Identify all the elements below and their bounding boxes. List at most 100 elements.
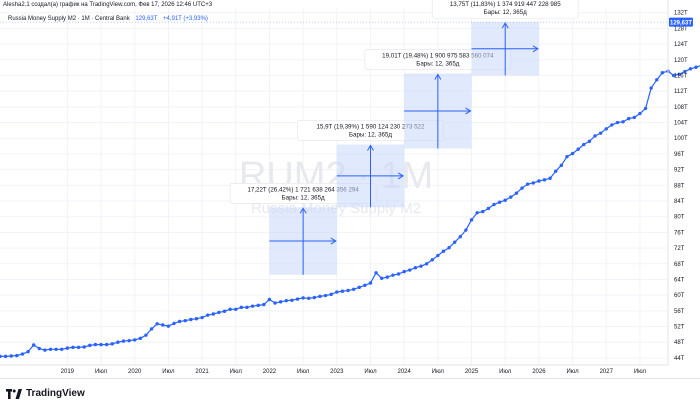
data-point [66, 346, 69, 349]
data-point [532, 181, 535, 184]
data-point [26, 350, 29, 353]
x-tick-label: 2022 [263, 369, 277, 375]
data-point [487, 207, 490, 210]
data-point [358, 286, 361, 289]
data-point [694, 66, 697, 69]
data-point [610, 123, 613, 126]
data-point [296, 297, 299, 300]
range-label: 13,75T (11,83%) 1 374 919 447 228 985 [450, 1, 561, 8]
data-point [228, 308, 231, 311]
series-title: Russia Money Supply M2 · 1M · Central Ba… [8, 16, 130, 22]
y-tick-label: 100T [674, 136, 688, 142]
data-point [4, 355, 7, 358]
data-point [369, 281, 372, 284]
data-point [116, 341, 119, 344]
y-tick-label: 128T [674, 26, 688, 32]
y-tick-label: 44T [674, 356, 685, 362]
data-point [21, 352, 24, 355]
data-point [649, 86, 652, 89]
x-tick-label: Июл [364, 369, 377, 375]
data-point [88, 344, 91, 347]
data-point [139, 337, 142, 340]
data-point [644, 107, 647, 110]
data-point [689, 67, 692, 70]
data-point [155, 322, 158, 325]
data-point [212, 312, 215, 315]
data-point [571, 152, 574, 155]
data-point [621, 120, 624, 123]
data-point [464, 228, 467, 231]
data-point [329, 293, 332, 296]
data-point [105, 343, 108, 346]
brand-name: TradingView [26, 388, 85, 399]
range-bars: Бары: 12, 365д [349, 132, 392, 139]
data-point [593, 134, 596, 137]
y-tick-label: 116T [674, 73, 688, 79]
data-point [10, 354, 13, 357]
data-point [481, 210, 484, 213]
series-legend[interactable]: Russia Money Supply M2 · 1M · Central Ba… [8, 16, 208, 22]
data-point [543, 178, 546, 181]
y-tick-label: 60T [674, 293, 685, 299]
data-point [217, 311, 220, 314]
brand[interactable]: TradingView [6, 388, 85, 399]
y-tick-label: 48T [674, 340, 685, 346]
data-point [150, 327, 153, 330]
x-tick-label: 2021 [195, 369, 209, 375]
data-point [537, 179, 540, 182]
data-point [352, 288, 355, 291]
data-point [99, 343, 102, 346]
data-point [38, 347, 41, 350]
y-tick-label: 120T [674, 58, 688, 64]
data-point [245, 306, 248, 309]
y-tick-label: 132T [674, 11, 688, 17]
y-tick-label: 96T [674, 152, 685, 158]
y-tick-label: 88T [674, 183, 685, 189]
data-point [144, 333, 147, 336]
data-point [43, 348, 46, 351]
data-point [588, 140, 591, 143]
data-point [257, 304, 260, 307]
x-tick-label: Июл [230, 369, 243, 375]
data-point [554, 170, 557, 173]
x-tick-label: Июл [499, 369, 512, 375]
range-bars: Бары: 12, 365д [484, 9, 527, 16]
y-tick-label: 52T [674, 325, 685, 331]
data-point [223, 310, 226, 313]
data-point [605, 127, 608, 130]
x-tick-label: 2027 [600, 369, 614, 375]
data-point [200, 316, 203, 319]
y-tick-label: 124T [674, 42, 688, 48]
data-point [661, 71, 664, 74]
y-tick-label: 76T [674, 230, 685, 236]
x-tick-label: 2023 [330, 369, 344, 375]
data-point [492, 203, 495, 206]
x-tick-label: 2024 [397, 369, 411, 375]
data-point [184, 319, 187, 322]
y-tick-label: 56T [674, 309, 685, 315]
data-point [638, 112, 641, 115]
y-tick-label: 104T [674, 121, 688, 127]
data-point [60, 348, 63, 351]
tradingview-logo-icon [6, 389, 22, 399]
data-point [419, 264, 422, 267]
y-tick-label: 80T [674, 215, 685, 221]
data-point [582, 143, 585, 146]
data-point [32, 343, 35, 346]
data-point [318, 295, 321, 298]
data-point [111, 342, 114, 345]
data-point [520, 186, 523, 189]
x-tick-label: Июл [297, 369, 310, 375]
data-point [234, 308, 237, 311]
data-point [414, 266, 417, 269]
data-point [251, 304, 254, 307]
x-tick-label: Июл [95, 369, 108, 375]
y-tick-label: 84T [674, 199, 685, 205]
data-point [548, 177, 551, 180]
data-point [447, 246, 450, 249]
y-tick-label: 112T [674, 89, 688, 95]
data-point [301, 296, 304, 299]
y-tick-label: 92T [674, 168, 685, 174]
